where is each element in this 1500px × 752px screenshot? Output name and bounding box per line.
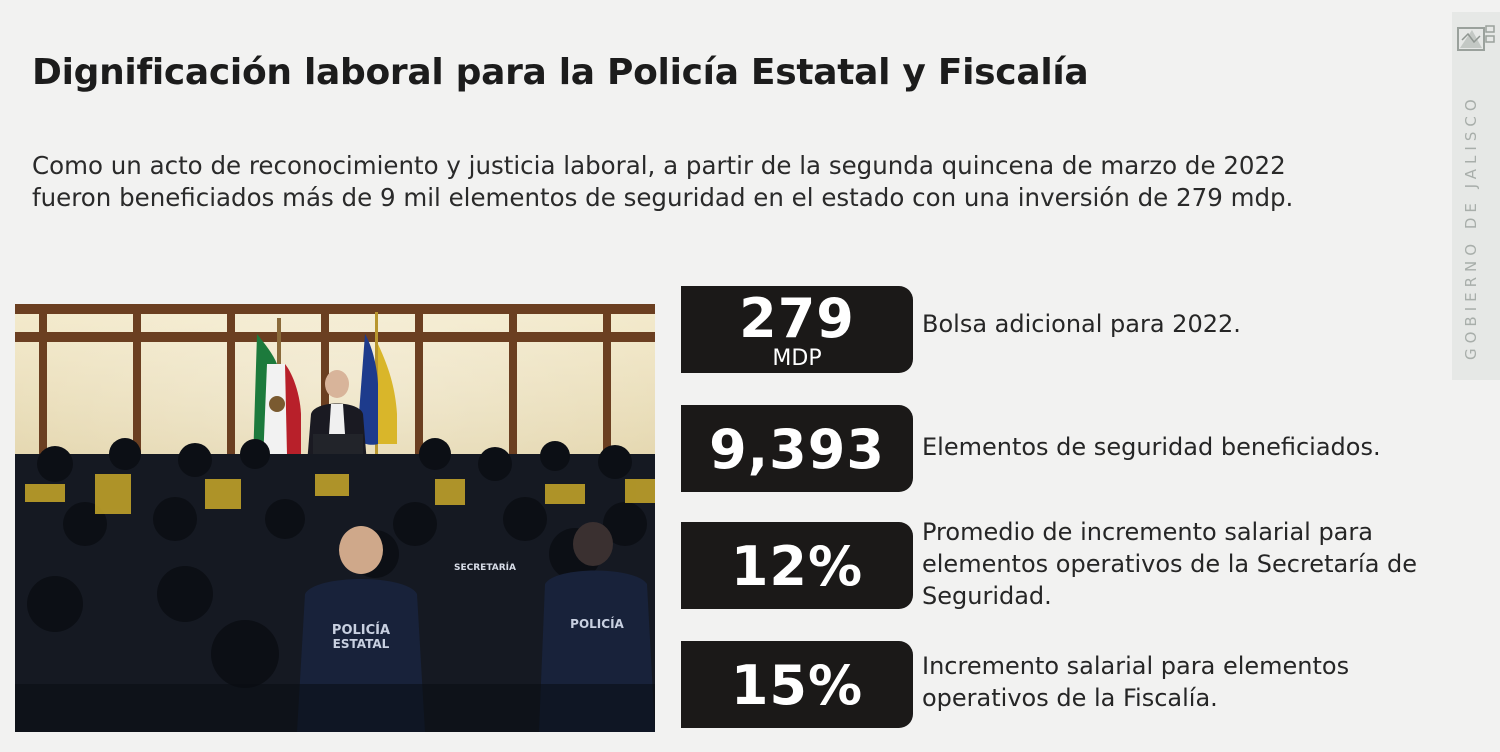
uniform-label: ESTATAL bbox=[333, 637, 390, 651]
stat-box-elements: 9,393 bbox=[681, 405, 913, 492]
intro-line-1: Como un acto de reconocimiento y justici… bbox=[32, 151, 1286, 180]
stat-value: 15% bbox=[730, 654, 864, 717]
stat-value: 12% bbox=[730, 535, 864, 598]
stat-description-fiscalia-increase: Incremento salarial para elementos opera… bbox=[922, 650, 1462, 714]
stat-description-elements: Elementos de seguridad beneficiados. bbox=[922, 431, 1462, 463]
stat-description-security-increase: Promedio de incremento salarial para ele… bbox=[922, 516, 1462, 612]
event-photo: POLICÍA ESTATAL POLICÍA SECRETARÍA bbox=[15, 304, 655, 732]
page-title: Dignificación laboral para la Policía Es… bbox=[32, 52, 1089, 93]
jalisco-logo-icon bbox=[1456, 18, 1496, 58]
intro-line-2: fueron beneficiados más de 9 mil element… bbox=[32, 183, 1294, 212]
stat-value: 279 bbox=[739, 287, 855, 350]
stat-box-security-increase: 12% bbox=[681, 522, 913, 609]
uniform-label: POLICÍA bbox=[332, 622, 390, 638]
stat-description-line: Promedio de incremento salarial para bbox=[922, 518, 1373, 546]
stat-description-line: operativos de la Fiscalía. bbox=[922, 684, 1218, 712]
stat-value: 9,393 bbox=[709, 418, 885, 481]
stat-box-budget: 279 MDP bbox=[681, 286, 913, 373]
stat-description-line: Seguridad. bbox=[922, 582, 1052, 610]
stat-unit: MDP bbox=[772, 346, 822, 371]
stat-description-line: elementos operativos de la Secretaría de bbox=[922, 550, 1418, 578]
stat-description-line: Elementos de seguridad beneficiados. bbox=[922, 433, 1381, 461]
stat-description-line: Bolsa adicional para 2022. bbox=[922, 310, 1241, 338]
stat-description-budget: Bolsa adicional para 2022. bbox=[922, 308, 1462, 340]
brand-tab bbox=[1452, 12, 1500, 380]
uniform-label: SECRETARÍA bbox=[454, 561, 516, 573]
stat-box-fiscalia-increase: 15% bbox=[681, 641, 913, 728]
brand-text: GOBIERNO DE JALISCO bbox=[1462, 94, 1480, 360]
uniform-label: POLICÍA bbox=[570, 616, 624, 631]
stat-description-line: Incremento salarial para elementos bbox=[922, 652, 1350, 680]
intro-paragraph: Como un acto de reconocimiento y justici… bbox=[32, 150, 1432, 214]
